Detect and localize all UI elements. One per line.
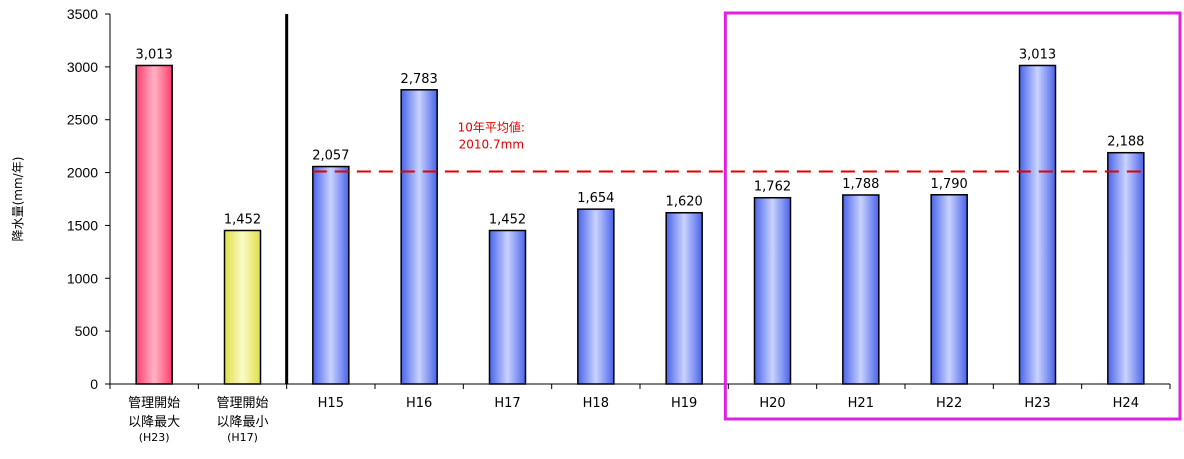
bar	[488, 229, 527, 385]
data-label: 2,188	[1107, 135, 1144, 150]
y-tick-label: 3000	[67, 59, 98, 75]
data-label: 1,790	[931, 177, 968, 192]
bar	[930, 194, 968, 385]
bar	[312, 165, 350, 385]
bar	[1018, 64, 1057, 385]
y-tick-label: 500	[75, 323, 99, 339]
x-tick-label: H17	[494, 396, 520, 411]
y-tick-label: 1000	[67, 270, 98, 286]
bar	[223, 229, 262, 385]
data-label: 1,654	[577, 191, 614, 206]
data-label: 1,788	[842, 177, 879, 192]
x-tick-label: H20	[759, 396, 785, 411]
x-tick-label: H24	[1113, 396, 1139, 411]
data-label: 3,013	[1019, 47, 1056, 62]
x-tick-label: 以降最小	[216, 415, 268, 430]
data-label: 1,452	[224, 213, 261, 228]
bar	[753, 196, 792, 385]
bar	[842, 194, 880, 385]
bars	[135, 64, 1145, 385]
y-tick-label: 2500	[67, 112, 98, 128]
average-label: 2010.7mm	[459, 137, 524, 151]
x-tick-label: 管理開始	[128, 396, 180, 411]
data-label: 1,762	[754, 180, 791, 195]
x-tick-label: H21	[848, 396, 874, 411]
x-tick-label: H23	[1024, 396, 1050, 411]
y-tick-label: 3500	[67, 6, 98, 22]
data-label: 1,452	[489, 213, 526, 228]
y-tick-label: 2000	[67, 165, 98, 181]
highlight-box	[723, 11, 1182, 421]
x-tick-label: H19	[671, 396, 697, 411]
x-tick-sublabel: (H23)	[139, 431, 170, 444]
bar	[400, 89, 438, 385]
x-tick-label: H18	[583, 396, 609, 411]
y-axis-title: 降水量(mm/年)	[11, 157, 25, 242]
data-label: 3,013	[136, 47, 173, 62]
data-label: 1,620	[666, 195, 703, 210]
y-axis: 0 500 1000 1500 2000 2500 3000 3500 降水量(mm/年)	[11, 6, 1171, 392]
average-label: 10年平均値:	[458, 119, 525, 134]
bar	[577, 208, 615, 385]
data-label: 2,057	[312, 149, 349, 164]
overlays: 10年平均値: 2010.7mm	[285, 11, 1182, 421]
bar	[665, 211, 703, 385]
y-tick-label: 0	[90, 376, 98, 392]
x-tick-label: 管理開始	[216, 396, 268, 411]
x-tick-label: H16	[406, 396, 432, 411]
data-label: 2,783	[401, 72, 438, 87]
bar	[135, 64, 173, 385]
x-tick-label: H22	[936, 396, 962, 411]
y-tick-label: 1500	[67, 217, 98, 233]
x-tick-label: H15	[318, 396, 344, 411]
x-tick-sublabel: (H17)	[227, 431, 258, 444]
bar	[1107, 151, 1145, 385]
x-tick-label: 以降最大	[128, 415, 180, 430]
